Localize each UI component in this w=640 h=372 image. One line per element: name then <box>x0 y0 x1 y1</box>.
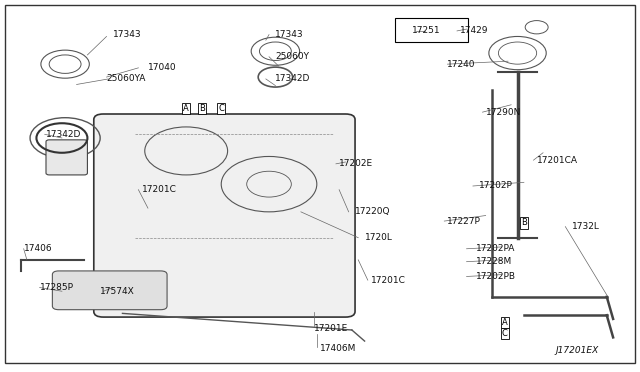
Text: B: B <box>199 104 205 113</box>
Text: B: B <box>521 218 527 227</box>
Text: 17228M: 17228M <box>476 257 513 266</box>
Text: 17342D: 17342D <box>275 74 311 83</box>
Text: 17040: 17040 <box>148 63 177 72</box>
Text: A: A <box>183 104 189 113</box>
Text: C: C <box>502 329 508 338</box>
Text: 17202PA: 17202PA <box>476 244 515 253</box>
Text: 17406M: 17406M <box>320 344 356 353</box>
Text: A: A <box>502 318 508 327</box>
Text: 1732L: 1732L <box>572 222 600 231</box>
Text: 17202PB: 17202PB <box>476 272 516 281</box>
Text: 17201CA: 17201CA <box>537 155 578 165</box>
Text: C: C <box>218 104 224 113</box>
Text: 17220Q: 17220Q <box>355 207 390 217</box>
FancyBboxPatch shape <box>94 114 355 317</box>
Text: 17251: 17251 <box>412 26 441 35</box>
Text: 17240: 17240 <box>447 60 476 69</box>
Text: J17201EX: J17201EX <box>556 346 599 355</box>
Text: 17201C: 17201C <box>371 276 406 285</box>
Text: 17343: 17343 <box>113 30 141 39</box>
Text: 1720L: 1720L <box>365 233 392 242</box>
Text: 17342D: 17342D <box>46 130 81 139</box>
Text: 17201E: 17201E <box>314 324 348 333</box>
Bar <box>395 18 468 42</box>
Text: 17285P: 17285P <box>40 283 74 292</box>
Text: 25060YA: 25060YA <box>106 74 146 83</box>
Text: 17429: 17429 <box>460 26 489 35</box>
Text: 25060Y: 25060Y <box>275 52 309 61</box>
Text: 17406: 17406 <box>24 244 52 253</box>
Text: 17574X: 17574X <box>100 287 135 296</box>
Text: 17201C: 17201C <box>141 185 177 194</box>
Text: 17202P: 17202P <box>479 182 513 190</box>
Text: 17290N: 17290N <box>486 108 521 117</box>
Text: 17227P: 17227P <box>447 217 481 225</box>
FancyBboxPatch shape <box>46 140 88 175</box>
FancyBboxPatch shape <box>52 271 167 310</box>
Text: 17343: 17343 <box>275 30 304 39</box>
Text: 17202E: 17202E <box>339 159 373 169</box>
